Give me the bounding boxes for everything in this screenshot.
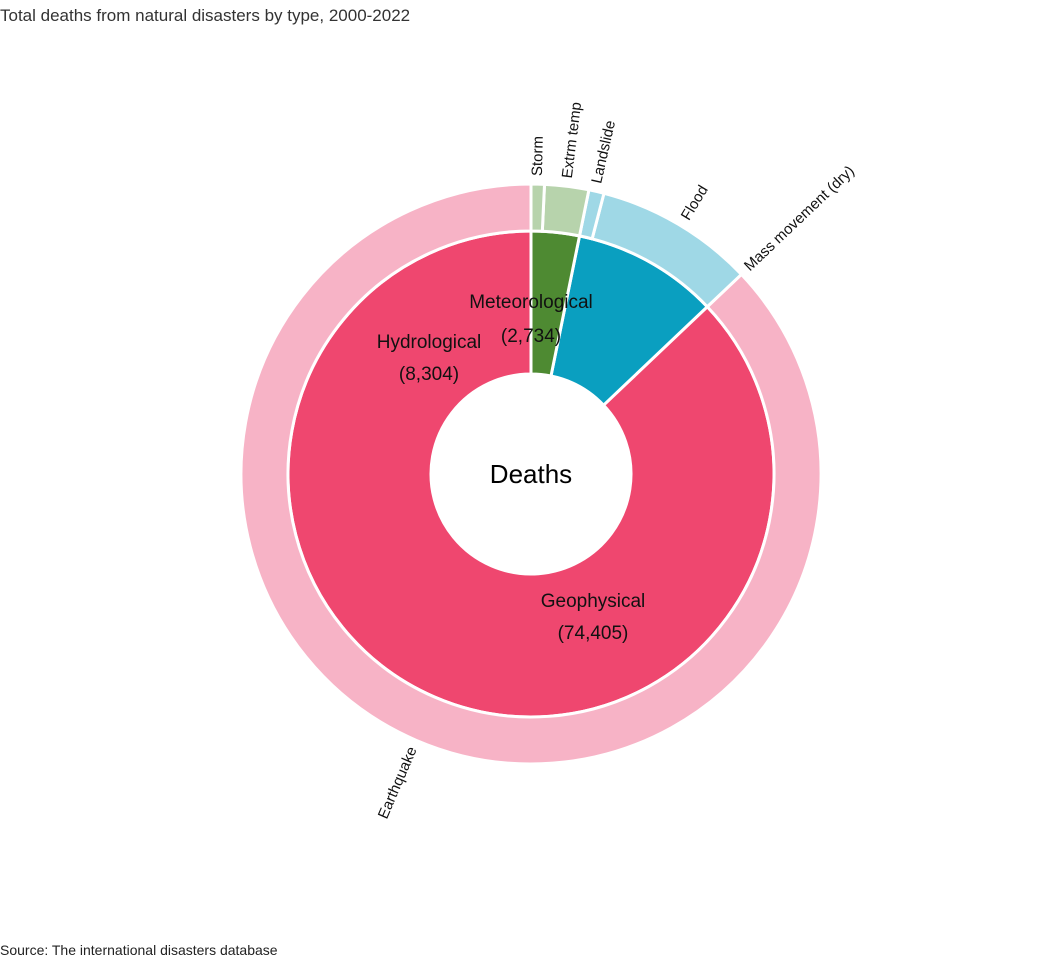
inner-value-meteorological: (2,734) — [501, 326, 561, 347]
center-label: Deaths — [490, 459, 572, 489]
chart-source: Source: The international disasters data… — [0, 942, 278, 958]
outer-label-earthquake: Earthquake — [375, 744, 421, 821]
outer-segment-storm — [529, 182, 547, 233]
inner-value-hydrological: (8,304) — [399, 364, 459, 385]
outer-label-storm: Storm — [529, 136, 547, 176]
outer-segment-extrm-temp — [540, 182, 591, 238]
outer-ring — [239, 182, 823, 766]
inner-value-geophysical: (74,405) — [558, 623, 629, 644]
outer-label-extrm-temp: Extrm temp — [559, 101, 585, 179]
inner-label-geophysical: Geophysical — [541, 591, 646, 612]
outer-label-landslide: Landslide — [588, 119, 619, 185]
outer-label-flood: Flood — [678, 182, 712, 223]
outer-label-mass-movement-dry: Mass movement (dry) — [741, 163, 858, 275]
chart-title: Total deaths from natural disasters by t… — [0, 6, 411, 25]
inner-label-meteorological: Meteorological — [469, 292, 593, 313]
outer-segment-earthquake — [239, 182, 823, 766]
inner-label-hydrological: Hydrological — [377, 332, 482, 353]
